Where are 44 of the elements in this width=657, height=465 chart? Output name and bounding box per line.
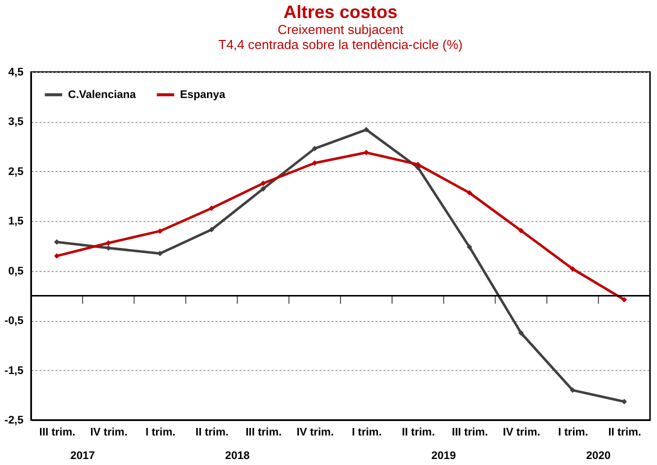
point xyxy=(260,186,266,192)
y-tick-label: -1,5 xyxy=(4,364,24,377)
y-tick-label: -0,5 xyxy=(4,315,24,328)
point xyxy=(208,226,214,232)
point xyxy=(312,146,318,152)
x-tick-label: IV trim. xyxy=(90,426,128,438)
chart-subtitle: Creixement subjacent T4,4 centrada sobre la tendència-cicle (%) xyxy=(218,22,463,52)
text: 2019 xyxy=(431,450,456,462)
point xyxy=(621,296,627,302)
y-tick-label: 0,5 xyxy=(8,265,24,278)
point xyxy=(518,330,524,336)
legend-label: Espanya xyxy=(180,88,226,101)
x-tick-label: II trim. xyxy=(196,426,229,438)
point xyxy=(260,180,266,186)
point xyxy=(570,266,576,272)
x-tick-label: I trim. xyxy=(145,426,176,438)
x-tick-label: II trim. xyxy=(402,426,435,438)
x-tick-label: III trim. xyxy=(39,426,76,438)
text: 2020 xyxy=(586,450,611,462)
x-tick-label: III trim. xyxy=(246,426,282,438)
x-tick-label: IV trim. xyxy=(502,426,540,438)
point xyxy=(466,244,472,250)
x-tick-label: I trim. xyxy=(558,426,588,438)
x-tick-label: II trim. xyxy=(608,426,642,438)
y-tick-label: 1,5 xyxy=(8,216,24,228)
y-tick-label: 2,5 xyxy=(8,166,24,178)
point xyxy=(208,205,214,211)
point xyxy=(415,162,421,168)
x-tick-label: I trim. xyxy=(352,426,382,438)
point xyxy=(157,228,163,234)
x-tick-label: IV trim. xyxy=(296,426,334,438)
point xyxy=(312,160,318,166)
point xyxy=(518,228,524,234)
point xyxy=(570,387,576,393)
text: 2017 xyxy=(70,450,95,462)
point xyxy=(364,126,370,132)
x-tick-label: III trim. xyxy=(452,426,488,438)
point xyxy=(466,190,472,196)
y-tick-label: -2,5 xyxy=(4,414,24,426)
text: 2018 xyxy=(225,450,250,462)
y-tick-label: 4,5 xyxy=(8,66,24,78)
y-tick-label: 3,5 xyxy=(8,116,24,128)
legend-label: C.Valenciana xyxy=(68,88,137,101)
chart-title: Altres costos xyxy=(283,2,398,22)
